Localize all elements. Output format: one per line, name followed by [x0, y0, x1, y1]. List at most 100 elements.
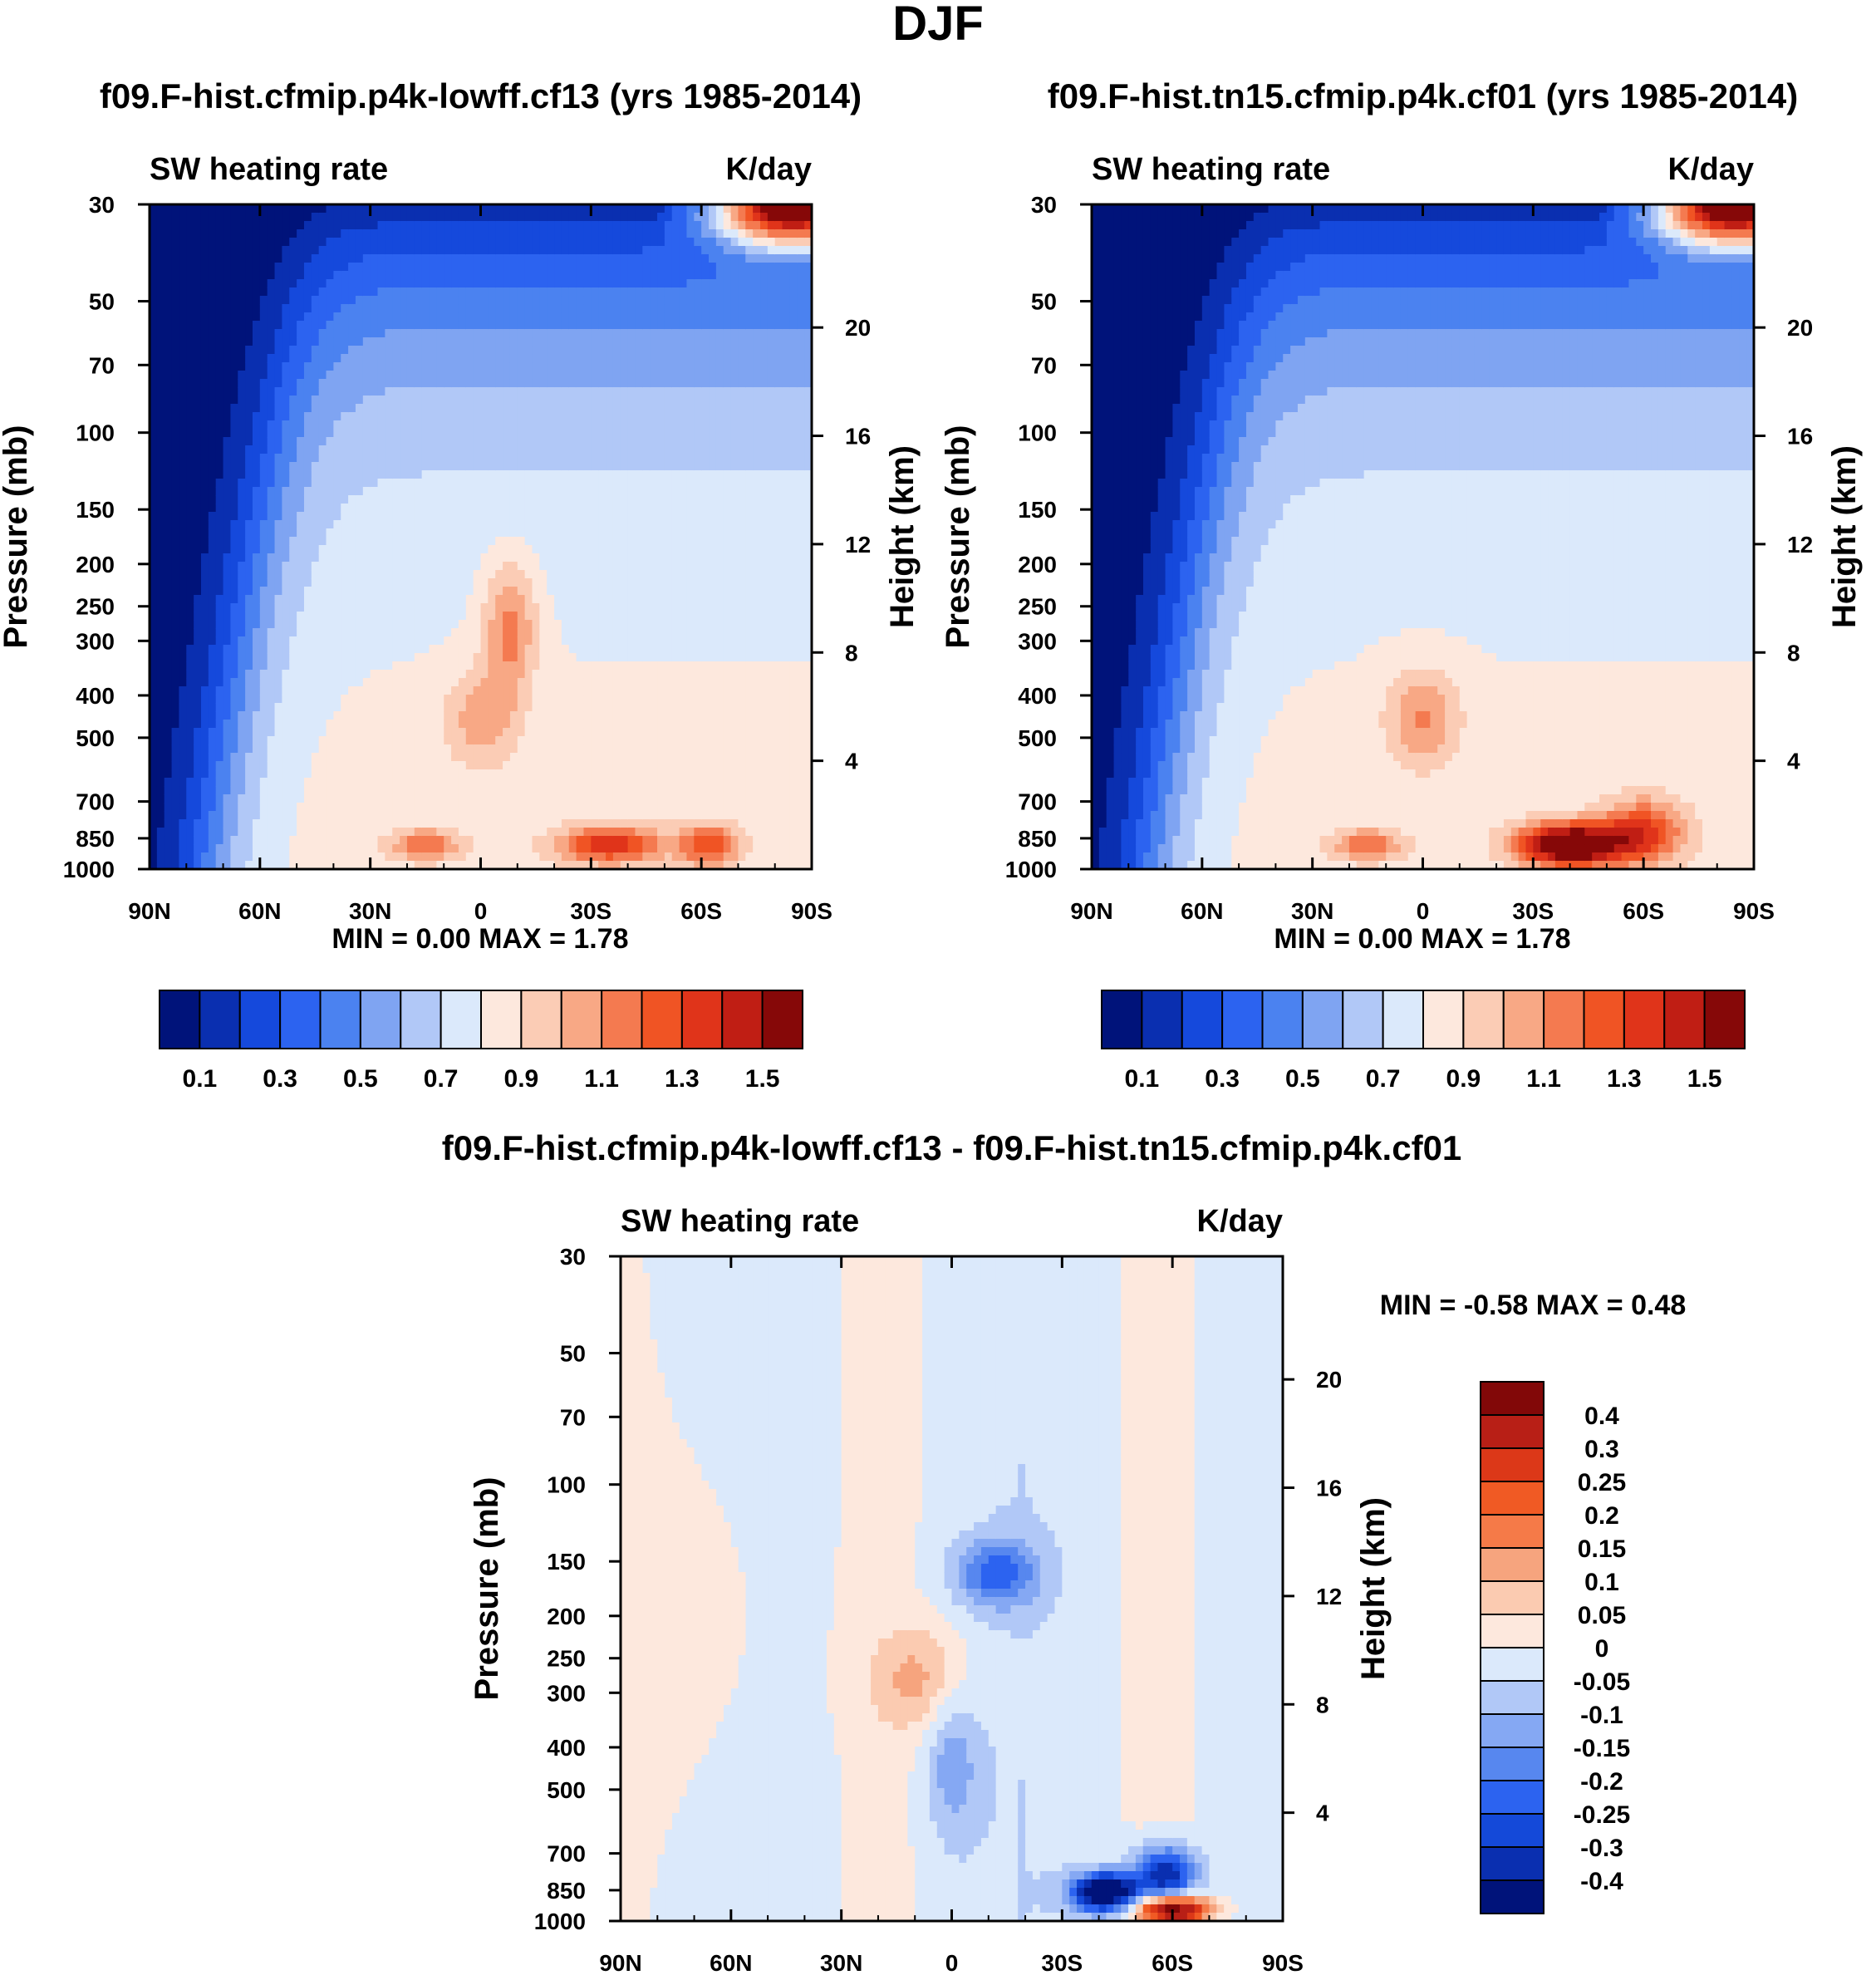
- field-cell: [480, 587, 489, 596]
- field-cell: [282, 420, 290, 430]
- field-cell: [370, 852, 379, 862]
- field-cell: [458, 587, 467, 596]
- field-cell: [451, 553, 459, 563]
- field-cell: [377, 379, 386, 388]
- field-cell: [297, 711, 305, 720]
- field-cell: [303, 279, 312, 288]
- field-cell: [245, 528, 253, 538]
- field-cell: [451, 263, 459, 272]
- field-cell: [568, 761, 577, 770]
- field-cell: [297, 553, 305, 563]
- field-cell: [436, 595, 444, 604]
- field-cell: [414, 744, 423, 754]
- field-cell: [282, 279, 290, 288]
- field-cell: [186, 312, 194, 322]
- field-cell: [414, 678, 423, 687]
- field-cell: [171, 636, 180, 646]
- field-cell: [517, 819, 526, 828]
- field-cell: [406, 387, 415, 396]
- field-cell: [488, 744, 496, 754]
- field-cell: [392, 562, 400, 571]
- field-cell: [400, 412, 408, 421]
- field-cell: [561, 620, 570, 629]
- field-cell: [377, 587, 386, 596]
- field-cell: [524, 379, 533, 388]
- field-cell: [421, 437, 430, 446]
- field-cell: [171, 346, 180, 355]
- field-cell: [568, 570, 577, 579]
- field-cell: [341, 412, 349, 421]
- field-cell: [385, 354, 393, 363]
- field-cell: [318, 504, 327, 513]
- field-cell: [377, 221, 386, 230]
- field-cell: [362, 229, 371, 238]
- field-cell: [318, 495, 327, 504]
- field-cell: [598, 296, 607, 305]
- field-cell: [414, 670, 423, 679]
- field-cell: [473, 636, 482, 646]
- field-cell: [333, 304, 341, 313]
- field-cell: [451, 321, 459, 330]
- field-cell: [480, 861, 489, 869]
- field-cell: [598, 420, 607, 430]
- field-cell: [208, 396, 217, 405]
- field-cell: [458, 287, 467, 297]
- field-cell: [333, 254, 341, 263]
- field-cell: [267, 844, 276, 853]
- field-cell: [194, 454, 202, 463]
- field-cell: [259, 321, 268, 330]
- field-cell: [392, 412, 400, 421]
- field-cell: [465, 528, 474, 538]
- field-cell: [473, 279, 482, 288]
- field-cell: [341, 213, 349, 222]
- field-cell: [303, 828, 312, 837]
- field-cell: [547, 346, 555, 355]
- field-cell: [245, 803, 253, 812]
- field-cell: [326, 612, 334, 621]
- field-cell: [400, 595, 408, 604]
- field-cell: [326, 844, 334, 853]
- field-cell: [150, 595, 158, 604]
- field-cell: [547, 861, 555, 869]
- field-cell: [230, 794, 238, 803]
- field-cell: [473, 828, 482, 837]
- field-cell: [406, 670, 415, 679]
- field-cell: [318, 279, 327, 288]
- field-cell: [348, 628, 356, 637]
- field-cell: [532, 329, 540, 338]
- field-cell: [517, 387, 526, 396]
- field-cell: [194, 761, 202, 770]
- field-cell: [215, 603, 224, 612]
- field-cell: [458, 528, 467, 538]
- field-cell: [156, 238, 165, 247]
- field-cell: [230, 470, 238, 479]
- field-cell: [554, 711, 562, 720]
- field-cell: [414, 412, 423, 421]
- field-cell: [444, 528, 452, 538]
- field-cell: [421, 736, 430, 745]
- field-cell: [591, 720, 599, 729]
- field-cell: [223, 470, 232, 479]
- field-cell: [421, 720, 430, 729]
- field-cell: [186, 321, 194, 330]
- field-cell: [259, 794, 268, 803]
- field-cell: [259, 562, 268, 571]
- field-cell: [495, 337, 503, 346]
- field-cell: [385, 861, 393, 869]
- field-cell: [186, 371, 194, 380]
- field-cell: [598, 462, 607, 471]
- field-cell: [554, 678, 562, 687]
- field-cell: [230, 445, 238, 454]
- field-cell: [495, 229, 503, 238]
- field-cell: [429, 645, 437, 654]
- field-cell: [532, 537, 540, 546]
- field-cell: [179, 346, 187, 355]
- field-cell: [282, 346, 290, 355]
- field-cell: [252, 271, 261, 280]
- field-cell: [341, 504, 349, 513]
- field-cell: [333, 412, 341, 421]
- field-cell: [400, 312, 408, 322]
- field-cell: [200, 720, 209, 729]
- field-cell: [576, 254, 585, 263]
- field-cell: [370, 836, 379, 845]
